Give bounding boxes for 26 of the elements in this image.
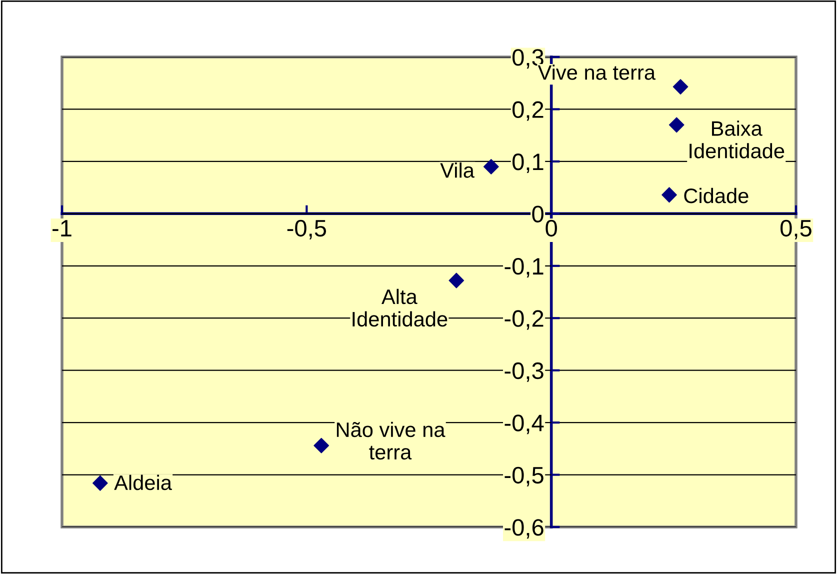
annotation: Vila [440, 162, 474, 178]
annotation: Alta Identidade [352, 288, 448, 327]
point [662, 187, 677, 203]
y-tick-label: -0,4 [504, 414, 544, 434]
annotation: Cidade [684, 188, 748, 204]
y-tick-label: -0,5 [504, 466, 544, 486]
annotation: Aldeia [114, 474, 172, 490]
y-tick-label: -0,2 [504, 310, 544, 330]
point [483, 158, 499, 174]
y-tick-label: -0,1 [504, 258, 544, 278]
annotation: Não vive na terra [336, 422, 446, 460]
y-tick-label: 0,1 [512, 154, 544, 174]
y-tick-label: 0 [532, 206, 544, 222]
point [92, 475, 108, 491]
x-tick-label: -0,5 [287, 220, 326, 240]
annotation: Baixa Identidade [690, 120, 784, 158]
y-tick-label: -0,3 [504, 362, 544, 382]
point [672, 79, 688, 94]
point [314, 438, 330, 454]
x-tick-label: 0 [546, 220, 557, 237]
x-tick-label: 0,5 [780, 220, 812, 240]
y-tick-label: -0,6 [504, 519, 544, 539]
x-tick-label: -1 [52, 220, 72, 236]
y-tick-label: 0,2 [512, 101, 544, 121]
point [448, 272, 464, 288]
point [668, 117, 684, 133]
